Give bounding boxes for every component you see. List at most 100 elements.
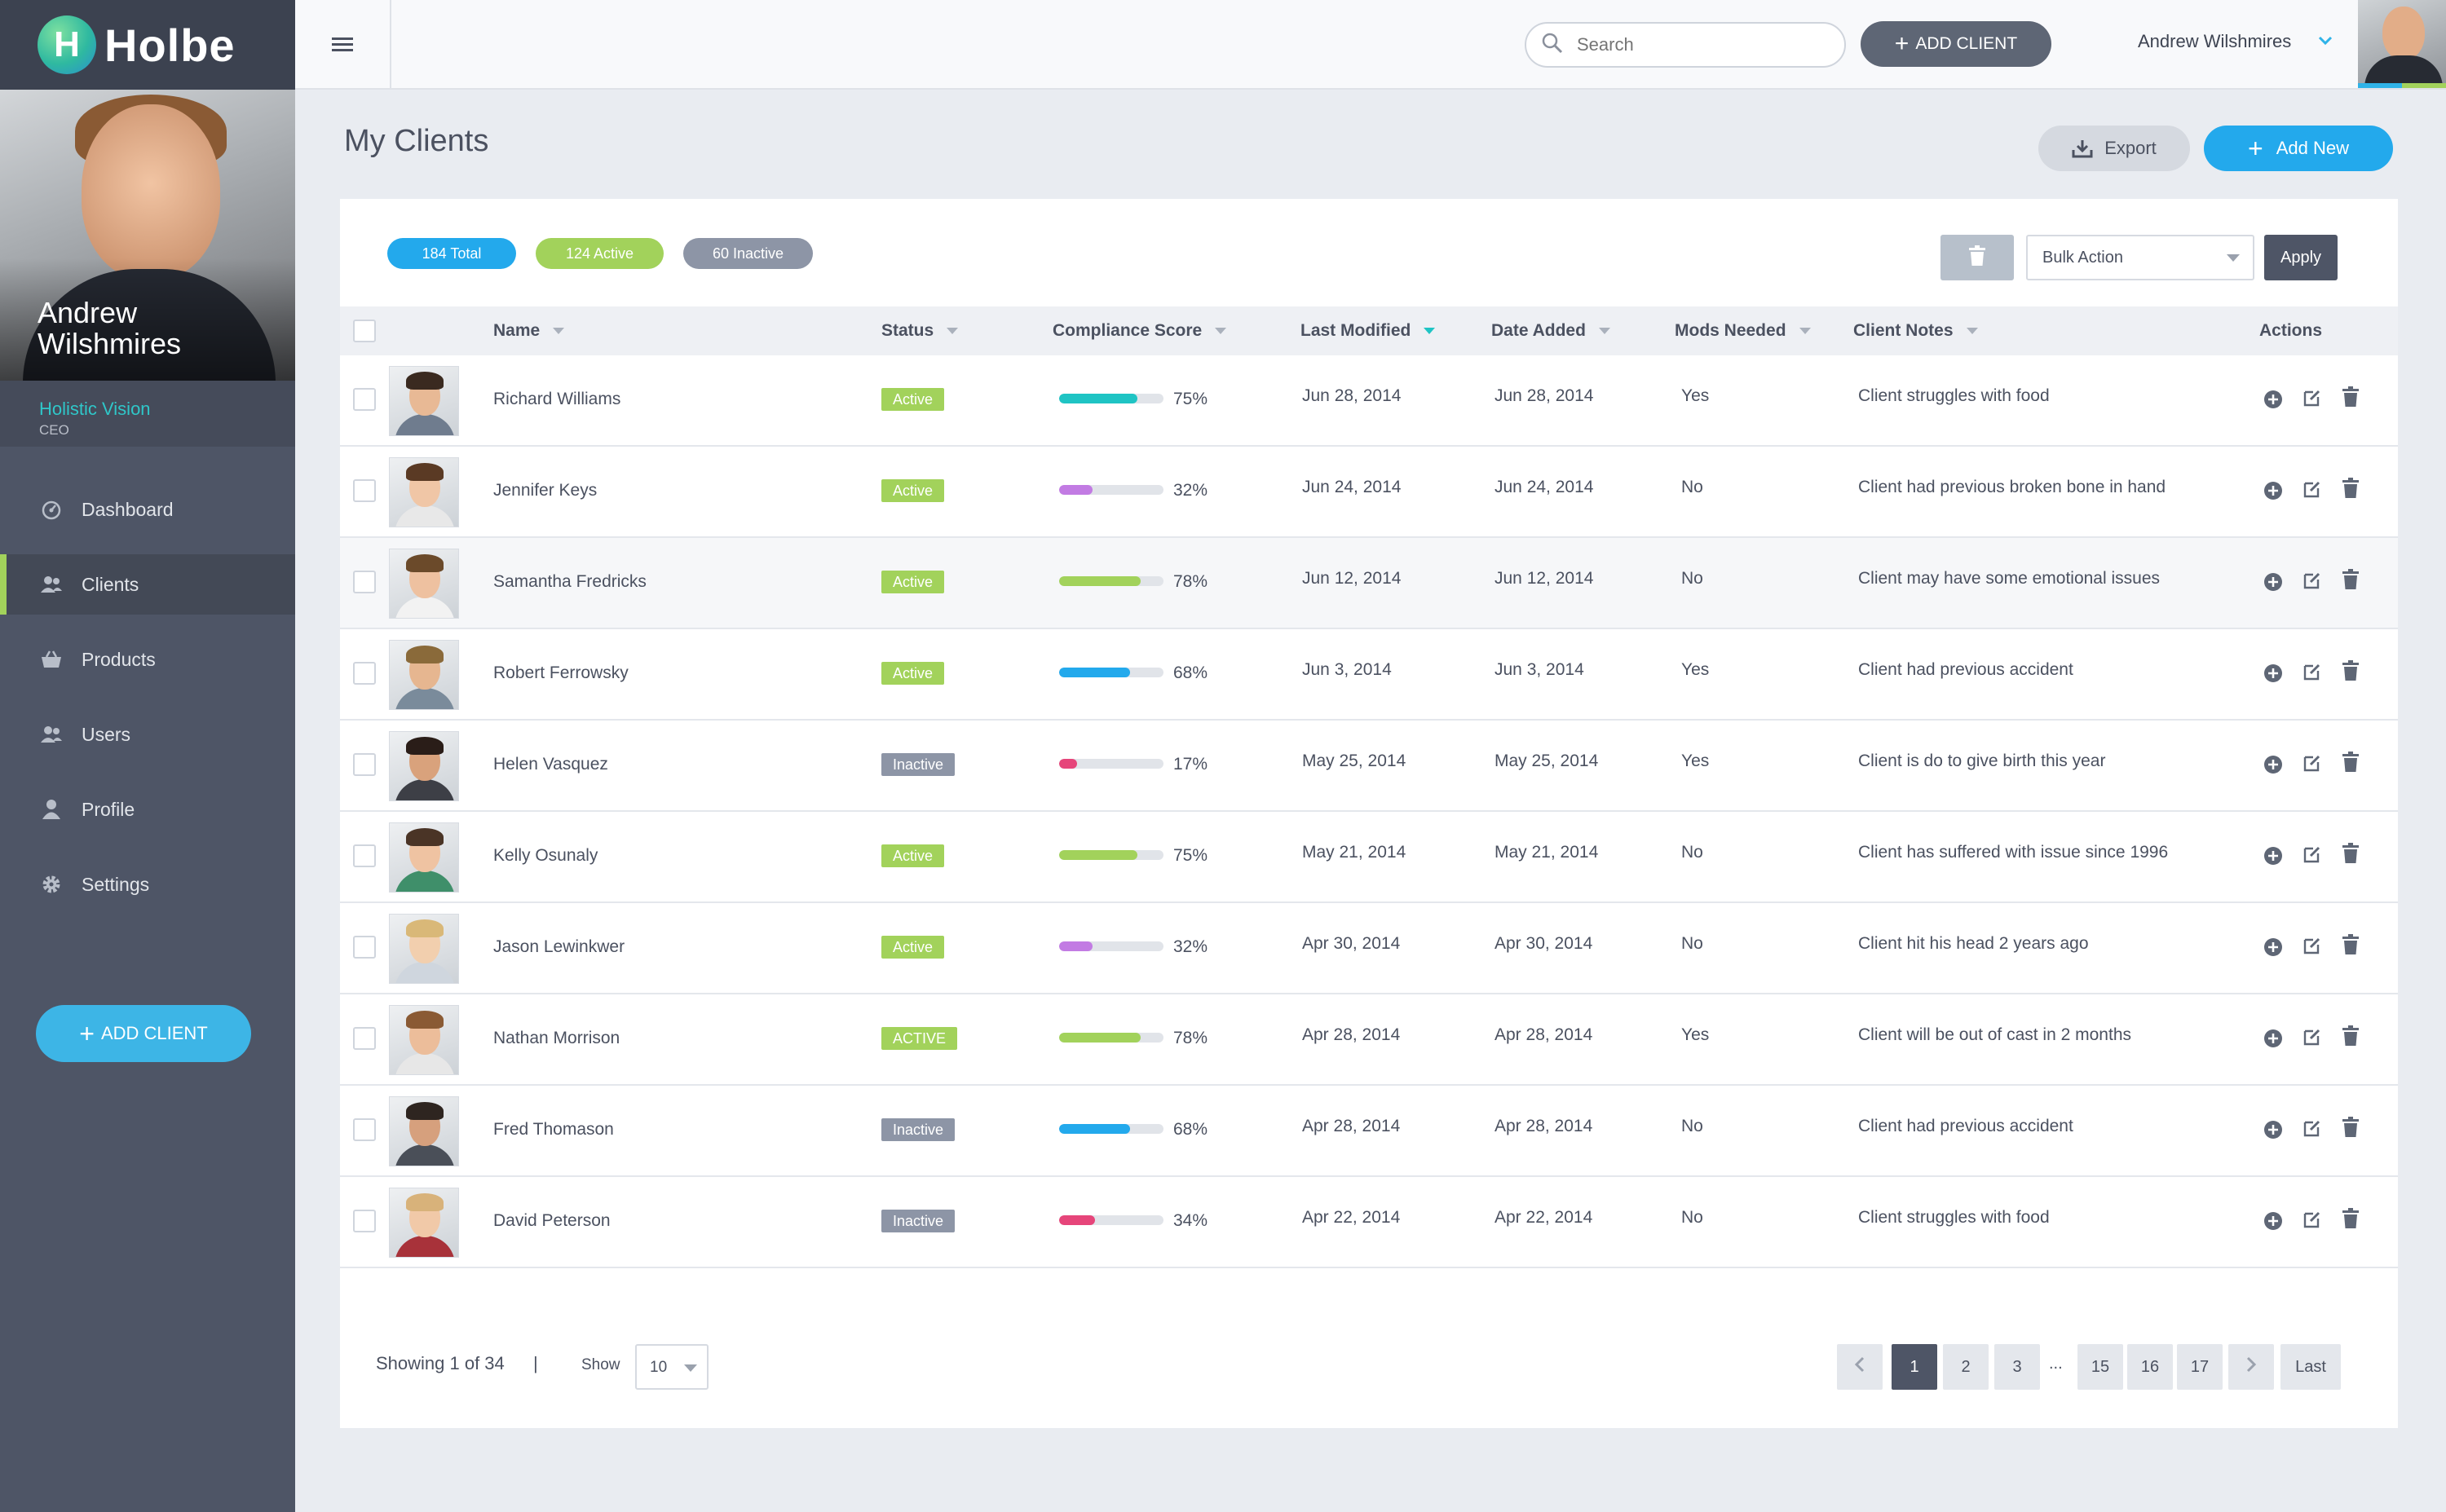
bulk-action-select[interactable]: Bulk Action [2026,235,2254,280]
trash-icon[interactable] [2340,1208,2361,1229]
client-name[interactable]: Fred Thomason [493,1120,614,1139]
edit-icon[interactable] [2302,1209,2323,1230]
trash-icon[interactable] [2340,569,2361,590]
column-status[interactable]: Status [881,321,959,341]
pagination-page-2[interactable]: 2 [1943,1344,1989,1390]
column-client-notes[interactable]: Client Notes [1853,321,1978,341]
trash-icon[interactable] [2340,843,2361,864]
sidebar-item-products[interactable]: Products [0,629,295,690]
pagination-next[interactable] [2228,1344,2274,1390]
sidebar-item-profile[interactable]: Profile [0,779,295,840]
search-input[interactable] [1577,34,1821,55]
add-circle-icon[interactable] [2263,1210,2284,1232]
table-row[interactable]: Helen Vasquez Inactive 17% May 25, 2014 May … [340,721,2398,812]
trash-icon[interactable] [2340,752,2361,773]
client-name[interactable]: Richard Williams [493,390,621,408]
sidebar-item-users[interactable]: Users [0,704,295,765]
table-row[interactable]: David Peterson Inactive 34% Apr 22, 2014 Apr… [340,1177,2398,1268]
hamburger-menu-icon[interactable] [295,0,391,88]
client-name[interactable]: David Peterson [493,1211,611,1230]
pagination-page-1[interactable]: 1 [1892,1344,1937,1390]
edit-icon[interactable] [2302,752,2323,774]
table-row[interactable]: Samantha Fredricks Active 78% Jun 12, 2014 J… [340,538,2398,629]
client-name[interactable]: Samantha Fredricks [493,572,647,591]
row-checkbox[interactable] [353,1118,376,1141]
filter-total-pill[interactable]: 184 Total [387,238,516,269]
client-name[interactable]: Jennifer Keys [493,481,598,500]
edit-icon[interactable] [2302,387,2323,408]
pagination-page-15[interactable]: 15 [2077,1344,2123,1390]
column-date-added[interactable]: Date Added [1491,321,1610,341]
row-checkbox[interactable] [353,1210,376,1232]
filter-inactive-pill[interactable]: 60 Inactive [683,238,813,269]
trash-icon[interactable] [2340,1025,2361,1047]
table-row[interactable]: Jason Lewinkwer Active 32% Apr 30, 2014 Apr … [340,903,2398,994]
apply-button[interactable]: Apply [2264,235,2338,280]
edit-icon[interactable] [2302,1026,2323,1047]
row-checkbox[interactable] [353,479,376,502]
table-row[interactable]: Robert Ferrowsky Active 68% Jun 3, 2014 Jun … [340,629,2398,721]
add-circle-icon[interactable] [2263,389,2284,410]
add-circle-icon[interactable] [2263,480,2284,501]
pagination-page-17[interactable]: 17 [2177,1344,2223,1390]
sidebar-item-dashboard[interactable]: Dashboard [0,479,295,540]
bulk-delete-button[interactable] [1940,235,2014,280]
table-row[interactable]: Kelly Osunaly Active 75% May 21, 2014 May 21… [340,812,2398,903]
edit-icon[interactable] [2302,844,2323,865]
trash-icon[interactable] [2340,478,2361,499]
add-circle-icon[interactable] [2263,845,2284,866]
trash-icon[interactable] [2340,386,2361,408]
add-new-button[interactable]: + Add New [2204,126,2393,171]
add-circle-icon[interactable] [2263,1119,2284,1140]
client-name[interactable]: Jason Lewinkwer [493,937,625,956]
avatar[interactable] [2358,0,2446,88]
row-checkbox[interactable] [353,1027,376,1050]
edit-icon[interactable] [2302,570,2323,591]
sidebar-item-clients[interactable]: Clients [0,554,295,615]
client-name[interactable]: Kelly Osunaly [493,846,598,865]
add-circle-icon[interactable] [2263,1028,2284,1049]
sidebar-item-settings[interactable]: Settings [0,854,295,915]
row-checkbox[interactable] [353,662,376,685]
client-name[interactable]: Robert Ferrowsky [493,663,629,682]
client-name[interactable]: Helen Vasquez [493,755,608,774]
trash-icon[interactable] [2340,934,2361,955]
pagination-page-3[interactable]: 3 [1994,1344,2040,1390]
row-checkbox[interactable] [353,936,376,959]
add-circle-icon[interactable] [2263,663,2284,684]
trash-icon[interactable] [2340,660,2361,681]
select-all-checkbox[interactable] [353,320,376,342]
pagination-prev[interactable] [1837,1344,1883,1390]
user-menu[interactable]: Andrew Wilshmires [2138,31,2292,51]
sidebar-add-client-button[interactable]: + ADD CLIENT [36,1005,251,1062]
add-circle-icon[interactable] [2263,937,2284,958]
add-circle-icon[interactable] [2263,754,2284,775]
row-checkbox[interactable] [353,571,376,593]
pagination-page-16[interactable]: 16 [2127,1344,2173,1390]
edit-icon[interactable] [2302,1117,2323,1139]
top-add-client-button[interactable]: + ADD CLIENT [1861,21,2051,67]
column-last-modified[interactable]: Last Modified [1300,321,1436,341]
page-size-select[interactable]: 10 [635,1344,709,1390]
edit-icon[interactable] [2302,935,2323,956]
edit-icon[interactable] [2302,661,2323,682]
search-box[interactable] [1525,22,1846,68]
pagination-last[interactable]: Last [2280,1344,2341,1390]
edit-icon[interactable] [2302,478,2323,500]
table-row[interactable]: Fred Thomason Inactive 68% Apr 28, 2014 Apr … [340,1086,2398,1177]
client-name[interactable]: Nathan Morrison [493,1029,620,1047]
export-button[interactable]: Export [2038,126,2190,171]
trash-icon[interactable] [2340,1117,2361,1138]
table-row[interactable]: Richard Williams Active 75% Jun 28, 2014 Jun… [340,355,2398,447]
table-row[interactable]: Jennifer Keys Active 32% Jun 24, 2014 Jun 24… [340,447,2398,538]
row-checkbox[interactable] [353,753,376,776]
row-checkbox[interactable] [353,388,376,411]
column-compliance-score[interactable]: Compliance Score [1053,321,1227,341]
filter-active-pill[interactable]: 124 Active [536,238,664,269]
logo[interactable]: H Holbe [0,0,295,90]
table-row[interactable]: Nathan Morrison ACTIVE 78% Apr 28, 2014 Apr … [340,994,2398,1086]
column-name[interactable]: Name [493,321,565,341]
column-mods-needed[interactable]: Mods Needed [1675,321,1811,341]
row-checkbox[interactable] [353,844,376,867]
add-circle-icon[interactable] [2263,571,2284,593]
